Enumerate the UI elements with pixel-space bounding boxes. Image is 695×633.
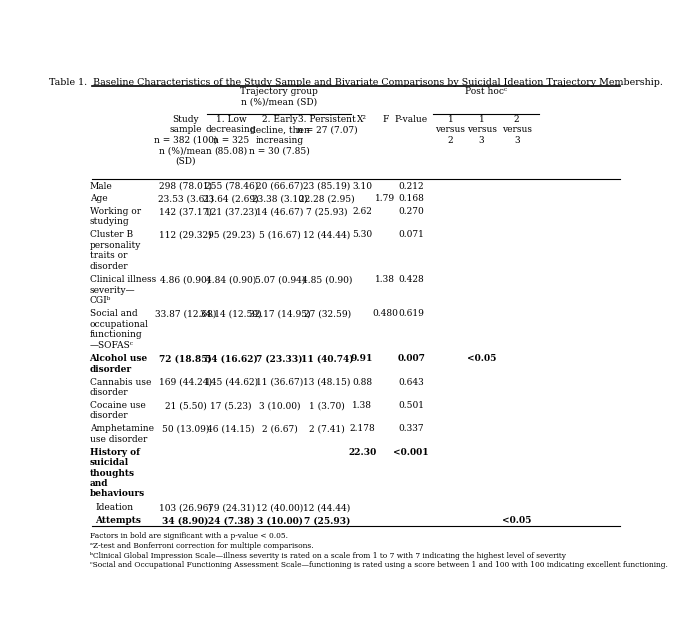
Text: 21 (5.50): 21 (5.50) [165, 401, 206, 410]
Text: 11 (40.74): 11 (40.74) [301, 354, 353, 363]
Text: Cannabis use
disorder: Cannabis use disorder [90, 378, 151, 397]
Text: Working or
studying: Working or studying [90, 207, 140, 227]
Text: 112 (29.32): 112 (29.32) [159, 230, 212, 239]
Text: 17 (5.23): 17 (5.23) [211, 401, 252, 410]
Text: 3 (10.00): 3 (10.00) [259, 401, 300, 410]
Text: ᵃZ-test and Bonferroni correction for multiple comparisons.: ᵃZ-test and Bonferroni correction for mu… [90, 542, 313, 550]
Text: 142 (37.17): 142 (37.17) [159, 207, 212, 216]
Text: 3. Persistent
n = 27 (7.07): 3. Persistent n = 27 (7.07) [297, 115, 357, 134]
Text: P-value: P-value [395, 115, 427, 124]
Text: 1 (3.70): 1 (3.70) [309, 401, 345, 410]
Text: 79 (24.31): 79 (24.31) [208, 503, 255, 513]
Text: 9.91: 9.91 [351, 354, 373, 363]
Text: Amphetamine
use disorder: Amphetamine use disorder [90, 425, 154, 444]
Text: 0.619: 0.619 [398, 310, 424, 318]
Text: 2 (7.41): 2 (7.41) [309, 425, 345, 434]
Text: 7 (25.93): 7 (25.93) [306, 207, 348, 216]
Text: 2. Early
decline, then
increasing
n = 30 (7.85): 2. Early decline, then increasing n = 30… [250, 115, 310, 155]
Text: 2.62: 2.62 [352, 207, 372, 216]
Text: Table 1.  Baseline Characteristics of the Study Sample and Bivariate Comparisons: Table 1. Baseline Characteristics of the… [49, 78, 663, 87]
Text: Study
sample
n = 382 (100)
n (%)/mean
(SD): Study sample n = 382 (100) n (%)/mean (S… [154, 115, 217, 166]
Text: 5 (16.67): 5 (16.67) [259, 230, 300, 239]
Text: 12 (40.00): 12 (40.00) [256, 503, 303, 513]
Text: 5.30: 5.30 [352, 230, 373, 239]
Text: Factors in bold are significant with a p-value < 0.05.: Factors in bold are significant with a p… [90, 532, 288, 540]
Text: 23 (85.19): 23 (85.19) [304, 182, 351, 191]
Text: 54 (16.62): 54 (16.62) [205, 354, 258, 363]
Text: 0.480: 0.480 [373, 310, 398, 318]
Text: 2.178: 2.178 [349, 425, 375, 434]
Text: ᵇClinical Global Impression Scale—illness severity is rated on a scale from 1 to: ᵇClinical Global Impression Scale—illnes… [90, 552, 566, 560]
Text: <0.05: <0.05 [467, 354, 496, 363]
Text: 121 (37.23): 121 (37.23) [205, 207, 258, 216]
Text: 12 (44.44): 12 (44.44) [304, 230, 351, 239]
Text: 50 (13.09): 50 (13.09) [162, 425, 209, 434]
Text: 0.007: 0.007 [397, 354, 425, 363]
Text: Alcohol use
disorder: Alcohol use disorder [90, 354, 148, 373]
Text: 14 (46.67): 14 (46.67) [256, 207, 304, 216]
Text: ᶜSocial and Occupational Functioning Assessment Scale—functioning is rated using: ᶜSocial and Occupational Functioning Ass… [90, 561, 667, 570]
Text: 103 (26.96): 103 (26.96) [159, 503, 212, 513]
Text: Trajectory group
n (%)/mean (SD): Trajectory group n (%)/mean (SD) [240, 87, 318, 106]
Text: F: F [382, 115, 389, 124]
Text: 3.10: 3.10 [352, 182, 372, 191]
Text: 0.212: 0.212 [398, 182, 424, 191]
Text: 1. Low
decreasing
n = 325
(85.08): 1. Low decreasing n = 325 (85.08) [206, 115, 256, 155]
Text: 169 (44.24): 169 (44.24) [159, 378, 212, 387]
Text: 33.87 (12.68): 33.87 (12.68) [155, 310, 216, 318]
Text: 0.501: 0.501 [398, 401, 424, 410]
Text: 7 (23.33): 7 (23.33) [256, 354, 303, 363]
Text: <0.05: <0.05 [502, 516, 532, 525]
Text: 0.337: 0.337 [398, 425, 424, 434]
Text: X²: X² [357, 115, 367, 124]
Text: <0.001: <0.001 [393, 448, 429, 457]
Text: 34.14 (12.59): 34.14 (12.59) [200, 310, 262, 318]
Text: Cocaine use
disorder: Cocaine use disorder [90, 401, 145, 420]
Text: 298 (78.01): 298 (78.01) [159, 182, 212, 191]
Text: 1
versus
3: 1 versus 3 [466, 115, 497, 145]
Text: 24 (7.38): 24 (7.38) [208, 516, 254, 525]
Text: 1.38: 1.38 [352, 401, 372, 410]
Text: 23.53 (3.61): 23.53 (3.61) [158, 194, 213, 203]
Text: 5.07 (0.94): 5.07 (0.94) [254, 275, 305, 284]
Text: 0.88: 0.88 [352, 378, 373, 387]
Text: 12 (44.44): 12 (44.44) [304, 503, 351, 513]
Text: 1.79: 1.79 [375, 194, 395, 203]
Text: 23.38 (3.10): 23.38 (3.10) [252, 194, 307, 203]
Text: 1.38: 1.38 [375, 275, 395, 284]
Text: Age: Age [90, 194, 107, 203]
Text: Ideation: Ideation [95, 503, 133, 513]
Text: 1
versus
2: 1 versus 2 [436, 115, 466, 145]
Text: Post hocᶜ: Post hocᶜ [465, 87, 507, 96]
Text: 27 (32.59): 27 (32.59) [304, 310, 351, 318]
Text: 0.168: 0.168 [398, 194, 424, 203]
Text: 72 (18.85): 72 (18.85) [159, 354, 212, 363]
Text: Social and
occupational
functioning
—SOFASᶜ: Social and occupational functioning —SOF… [90, 310, 149, 349]
Text: 11 (36.67): 11 (36.67) [256, 378, 303, 387]
Text: 34 (8.90): 34 (8.90) [162, 516, 208, 525]
Text: 95 (29.23): 95 (29.23) [208, 230, 255, 239]
Text: 255 (78.46): 255 (78.46) [204, 182, 258, 191]
Text: 0.428: 0.428 [398, 275, 424, 284]
Text: Attempts: Attempts [95, 516, 141, 525]
Text: 145 (44.62): 145 (44.62) [204, 378, 258, 387]
Text: Clinical illness
severity—
CGIᵇ: Clinical illness severity— CGIᵇ [90, 275, 156, 305]
Text: History of
suicidal
thoughts
and
behaviours: History of suicidal thoughts and behavio… [90, 448, 145, 498]
Text: 2 (6.67): 2 (6.67) [262, 425, 297, 434]
Text: 4.85 (0.90): 4.85 (0.90) [302, 275, 352, 284]
Text: Cluster B
personality
traits or
disorder: Cluster B personality traits or disorder [90, 230, 141, 271]
Text: 32.17 (14.95): 32.17 (14.95) [249, 310, 311, 318]
Text: 0.643: 0.643 [398, 378, 424, 387]
Text: 2
versus
3: 2 versus 3 [502, 115, 532, 145]
Text: 22.28 (2.95): 22.28 (2.95) [300, 194, 355, 203]
Text: 46 (14.15): 46 (14.15) [208, 425, 255, 434]
Text: 23.64 (2.69): 23.64 (2.69) [204, 194, 259, 203]
Text: 7 (25.93): 7 (25.93) [304, 516, 350, 525]
Text: 0.071: 0.071 [398, 230, 424, 239]
Text: 4.86 (0.90): 4.86 (0.90) [161, 275, 211, 284]
Text: 4.84 (0.90): 4.84 (0.90) [206, 275, 256, 284]
Text: 13 (48.15): 13 (48.15) [304, 378, 351, 387]
Text: 3 (10.00): 3 (10.00) [256, 516, 303, 525]
Text: Male: Male [90, 182, 113, 191]
Text: 20 (66.67): 20 (66.67) [256, 182, 303, 191]
